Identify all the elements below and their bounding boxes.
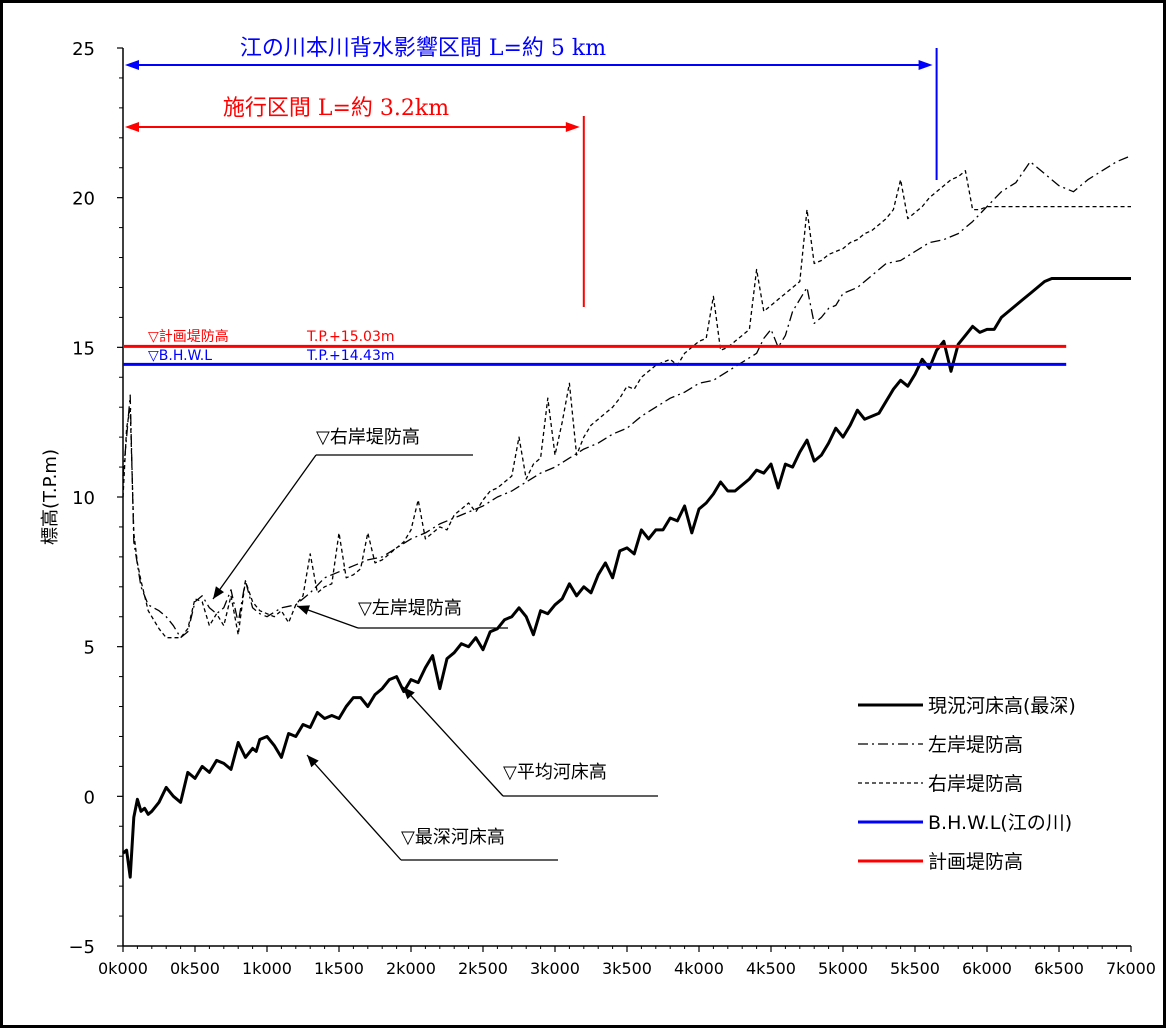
y-tick-label: 10 [72,488,95,509]
series-left-bank [123,156,1131,638]
y-axis-title: 標高(T.P.m) [40,449,61,545]
x-tick-label: 7k000 [1106,959,1156,978]
callout-left-bank-arrowhead [297,605,310,614]
x-tick-label: 4k000 [674,959,724,978]
callout-left-bank: ▽左岸堤防高 [358,598,462,619]
x-tick-label: 5k000 [818,959,868,978]
keikaku-label: ▽計画堤防高 [148,328,229,345]
x-tick-label: 3k500 [602,959,652,978]
x-tick-label: 2k500 [458,959,508,978]
x-tick-label: 1k500 [314,959,364,978]
span-main-label: 江の川本川背水影響区間 L=約 5 km [240,36,606,61]
span-main-arrow-arrowhead-right [919,60,933,70]
bhwl-value: T.P.+14.43m [306,348,395,364]
span-main-arrow-arrowhead-left [125,60,139,70]
legend-keikaku-label: 計画堤防高 [928,851,1023,873]
span-work-arrow-arrowhead-right [566,122,580,132]
x-tick-label: 6k000 [962,959,1012,978]
y-tick-label: 5 [84,638,95,659]
callout-avg-bed: ▽平均河床高 [503,762,607,783]
y-tick-label: 20 [72,189,95,210]
series-right-bank [123,171,1131,638]
river-profile-chart: −5 0 5 10 15 20 25 0k000 0k500 1k000 1k500 2k000 2k5… [3,3,1163,1025]
callout-right-bank: ▽右岸堤防高 [316,427,420,448]
span-work-label: 施行区間 L=約 3.2km [223,96,449,121]
callout-deep-bed-leader [307,755,401,860]
x-tick-label: 4k500 [746,959,796,978]
x-tick-label: 3k000 [530,959,580,978]
y-tick-label: −5 [68,937,95,958]
legend-bhwl-label: B.H.W.L(江の川) [928,812,1072,834]
x-tick-label: 0k000 [98,959,148,978]
x-tick-label: 1k000 [242,959,292,978]
legend-deep-bed-label: 現況河床高(最深) [928,695,1076,717]
bhwl-label: ▽B.H.W.L [148,348,212,364]
annotations: 江の川本川背水影響区間 L=約 5 km 施行区間 L=約 3.2km ▽計画堤… [125,36,937,860]
keikaku-value: T.P.+15.03m [306,329,395,345]
x-tick-label: 2k000 [386,959,436,978]
legend-right-bank-label: 右岸堤防高 [928,773,1023,795]
x-tick-label: 5k500 [890,959,940,978]
legend-left-bank-label: 左岸堤防高 [928,734,1023,756]
x-tick-label: 0k500 [170,959,220,978]
y-tick-label: 25 [72,39,95,60]
callout-right-bank-leader [213,455,316,599]
callout-avg-bed-leader [403,687,503,796]
callout-right-bank-arrowhead [213,586,224,599]
series-layer [123,156,1131,877]
x-tick-label: 6k500 [1034,959,1084,978]
axes: −5 0 5 10 15 20 25 0k000 0k500 1k000 1k500 2k000 2k5… [40,39,1156,978]
y-tick-label: 15 [72,338,95,359]
y-tick-label: 0 [84,787,95,808]
span-work-arrow-arrowhead-left [125,122,139,132]
callout-deep-bed: ▽最深河床高 [401,827,505,848]
